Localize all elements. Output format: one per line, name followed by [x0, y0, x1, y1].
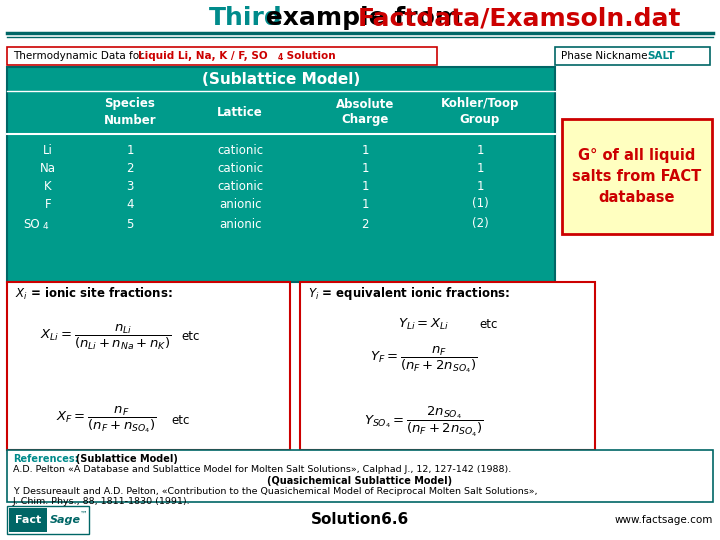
Text: Sage: Sage	[50, 515, 81, 525]
Text: Thermodynamic Data for: Thermodynamic Data for	[13, 51, 147, 61]
Text: (Sublattice Model): (Sublattice Model)	[69, 454, 178, 464]
Text: 1: 1	[361, 161, 369, 174]
Text: cationic: cationic	[217, 179, 263, 192]
Text: Solution: Solution	[283, 51, 336, 61]
Text: $X_i$ = ionic site fractions:: $X_i$ = ionic site fractions:	[15, 286, 173, 302]
Text: SO: SO	[23, 218, 40, 231]
Text: References:: References:	[13, 454, 78, 464]
Text: 3: 3	[126, 179, 134, 192]
Text: 4: 4	[126, 198, 134, 211]
Text: F: F	[45, 198, 51, 211]
Bar	[562, 119, 712, 234]
Bar	[9, 508, 47, 532]
Text: Phase Nickname:: Phase Nickname:	[561, 51, 657, 61]
Text: Y. Dessureault and A.D. Pelton, «Contribution to the Quasichemical Model of Reci: Y. Dessureault and A.D. Pelton, «Contrib…	[13, 488, 538, 496]
Text: $X_{Li} = \dfrac{n_{Li}}{(n_{Li}+n_{Na}+n_K)}$: $X_{Li} = \dfrac{n_{Li}}{(n_{Li}+n_{Na}+…	[40, 322, 172, 352]
Text: G° of all liquid
salts from FACT
database: G° of all liquid salts from FACT databas…	[572, 148, 701, 205]
Bar	[555, 47, 710, 65]
Text: Lattice: Lattice	[217, 105, 263, 118]
Text: 2: 2	[126, 161, 134, 174]
Text: 4: 4	[43, 222, 49, 231]
Text: example from: example from	[257, 6, 470, 30]
Text: 1: 1	[361, 144, 369, 157]
Bar	[7, 282, 290, 450]
Text: anionic: anionic	[219, 198, 261, 211]
Bar	[7, 47, 437, 65]
Text: (Sublattice Model): (Sublattice Model)	[202, 71, 360, 86]
Bar	[7, 450, 713, 502]
Text: 1: 1	[476, 144, 484, 157]
Text: Absolute
Charge: Absolute Charge	[336, 98, 394, 126]
Text: etc: etc	[479, 318, 498, 330]
Text: 1: 1	[126, 144, 134, 157]
Text: Kohler/Toop
Group: Kohler/Toop Group	[441, 98, 519, 126]
Bar	[7, 67, 555, 282]
Text: Fact: Fact	[15, 515, 41, 525]
Text: 2: 2	[361, 218, 369, 231]
Text: $X_F = \dfrac{n_F}{(n_F+n_{SO_4})}$: $X_F = \dfrac{n_F}{(n_F+n_{SO_4})}$	[55, 404, 156, 435]
Text: $Y_F = \dfrac{n_F}{(n_F+2n_{SO_4})}$: $Y_F = \dfrac{n_F}{(n_F+2n_{SO_4})}$	[370, 345, 477, 375]
Text: $Y_{Li} = X_{Li}$: $Y_{Li} = X_{Li}$	[398, 316, 449, 332]
Text: A.D. Pelton «A Database and Sublattice Model for Molten Salt Solutions», Calphad: A.D. Pelton «A Database and Sublattice M…	[13, 465, 511, 475]
Text: Na: Na	[40, 161, 56, 174]
Text: J. Chim. Phys., 88, 1811-1830 (1991).: J. Chim. Phys., 88, 1811-1830 (1991).	[13, 497, 191, 507]
Text: Li: Li	[43, 144, 53, 157]
Text: K: K	[44, 179, 52, 192]
Text: Liquid Li, Na, K / F, SO: Liquid Li, Na, K / F, SO	[138, 51, 268, 61]
Text: SALT: SALT	[647, 51, 675, 61]
Text: Solution6.6: Solution6.6	[311, 512, 409, 528]
Text: (2): (2)	[472, 218, 488, 231]
Text: Third example from Factdata/Examsoln.dat: Third example from Factdata/Examsoln.dat	[55, 6, 665, 30]
Text: etc: etc	[171, 414, 189, 427]
Text: 1: 1	[361, 198, 369, 211]
Text: $Y_{SO_4} = \dfrac{2n_{SO_4}}{(n_F+2n_{SO_4})}$: $Y_{SO_4} = \dfrac{2n_{SO_4}}{(n_F+2n_{S…	[364, 405, 484, 439]
Bar	[7, 506, 89, 534]
Text: cationic: cationic	[217, 144, 263, 157]
Text: ™: ™	[80, 510, 88, 518]
Text: Species
Number: Species Number	[104, 98, 156, 126]
Text: 1: 1	[361, 179, 369, 192]
Text: 4: 4	[278, 53, 283, 63]
Text: Third: Third	[209, 6, 283, 30]
Text: (1): (1)	[472, 198, 488, 211]
Text: $Y_i$ = equivalent ionic fractions:: $Y_i$ = equivalent ionic fractions:	[308, 286, 510, 302]
Text: (Quasichemical Sublattice Model): (Quasichemical Sublattice Model)	[267, 476, 453, 486]
Text: anionic: anionic	[219, 218, 261, 231]
Text: 1: 1	[476, 179, 484, 192]
Bar	[300, 282, 595, 450]
Text: 5: 5	[126, 218, 134, 231]
Text: cationic: cationic	[217, 161, 263, 174]
Text: Factdata/Examsoln.dat: Factdata/Examsoln.dat	[358, 6, 682, 30]
Text: 1: 1	[476, 161, 484, 174]
Text: www.factsage.com: www.factsage.com	[615, 515, 713, 525]
Text: etc: etc	[181, 330, 199, 343]
